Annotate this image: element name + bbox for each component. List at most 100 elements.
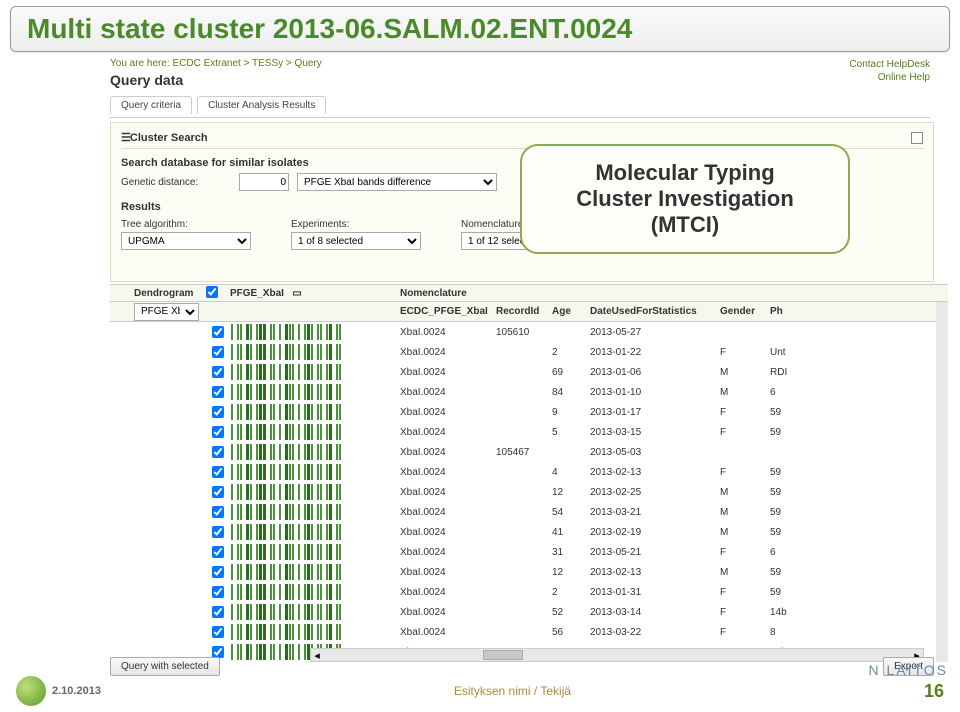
footer-page: 16 <box>924 681 944 702</box>
cell-gender: F <box>720 467 770 478</box>
col-date: DateUsedForStatistics <box>590 306 720 317</box>
cell-age: 52 <box>552 607 590 618</box>
cell-age: 2 <box>552 587 590 598</box>
row-checkbox[interactable] <box>212 626 224 638</box>
table-row: XbaI.0024122013-02-25M59 <box>110 482 936 502</box>
cell-ecdc: XbaI.0024 <box>400 387 496 398</box>
col-age: Age <box>552 306 590 317</box>
footer-date: 2.10.2013 <box>16 676 101 706</box>
cell-ph: 6 <box>770 547 804 558</box>
row-checkbox[interactable] <box>212 446 224 458</box>
cell-ecdc: XbaI.0024 <box>400 627 496 638</box>
cell-date: 2013-03-21 <box>590 507 720 518</box>
query-with-selected-button[interactable]: Query with selected <box>110 657 220 676</box>
callout-line1: Molecular Typing <box>595 160 774 186</box>
row-checkbox[interactable] <box>212 546 224 558</box>
cell-age: 31 <box>552 547 590 558</box>
table-row: XbaI.0024692013-01-06MRDI <box>110 362 936 382</box>
grid-header: Dendrogram PFGE_XbaI ▭ Nomenclature <box>110 284 948 302</box>
row-checkbox[interactable] <box>212 566 224 578</box>
row-checkbox[interactable] <box>212 526 224 538</box>
row-checkbox[interactable] <box>212 586 224 598</box>
experiments-select[interactable]: 1 of 8 selected <box>291 232 421 250</box>
toggle-all-checkbox[interactable] <box>206 286 218 298</box>
cell-gender: F <box>720 347 770 358</box>
row-checkbox[interactable] <box>212 426 224 438</box>
cell-date: 2013-01-31 <box>590 587 720 598</box>
genetic-distance-method-select[interactable]: PFGE XbaI bands difference <box>297 173 497 191</box>
cell-gender: M <box>720 527 770 538</box>
cell-ecdc: XbaI.0024 <box>400 567 496 578</box>
contact-helpdesk-link[interactable]: Contact HelpDesk <box>849 58 930 71</box>
cell-date: 2013-05-21 <box>590 547 720 558</box>
cell-ecdc: XbaI.0024 <box>400 547 496 558</box>
col-dendrogram: Dendrogram <box>134 288 206 299</box>
cell-age: 5 <box>552 427 590 438</box>
pfge-barcode <box>230 444 400 460</box>
dendrogram-select[interactable]: PFGE XbaI <box>134 303 199 321</box>
col-gender: Gender <box>720 306 770 317</box>
table-row: XbaI.002452013-03-15F59 <box>110 422 936 442</box>
tree-algorithm-select[interactable]: UPGMA <box>121 232 251 250</box>
cell-date: 2013-01-10 <box>590 387 720 398</box>
table-row: XbaI.00241054672013-05-03 <box>110 442 936 462</box>
row-checkbox[interactable] <box>212 386 224 398</box>
cell-age: 54 <box>552 507 590 518</box>
cell-ecdc: XbaI.0024 <box>400 467 496 478</box>
tab-cluster-results[interactable]: Cluster Analysis Results <box>197 96 326 114</box>
cell-gender: M <box>720 367 770 378</box>
cell-date: 2013-02-13 <box>590 467 720 478</box>
table-row: XbaI.002422013-01-31F59 <box>110 582 936 602</box>
cell-ph: 59 <box>770 587 804 598</box>
cell-ph: 6 <box>770 387 804 398</box>
table-row: XbaI.0024842013-01-10M6 <box>110 382 936 402</box>
cell-ph: RDI <box>770 367 804 378</box>
cell-date: 2013-03-14 <box>590 607 720 618</box>
cell-age: 69 <box>552 367 590 378</box>
cell-ecdc: XbaI.0024 <box>400 347 496 358</box>
row-checkbox[interactable] <box>212 366 224 378</box>
row-checkbox[interactable] <box>212 506 224 518</box>
tree-algorithm-label: Tree algorithm: <box>121 219 231 230</box>
cell-gender: F <box>720 547 770 558</box>
row-checkbox[interactable] <box>212 466 224 478</box>
cell-gender: M <box>720 567 770 578</box>
cell-gender: F <box>720 607 770 618</box>
row-checkbox[interactable] <box>212 606 224 618</box>
pfge-barcode <box>230 604 400 620</box>
cell-gender: F <box>720 427 770 438</box>
table-row: XbaI.0024122013-02-13M59 <box>110 562 936 582</box>
callout-line3: (MTCI) <box>651 212 719 238</box>
genetic-distance-input[interactable] <box>239 173 289 191</box>
breadcrumb-row: You are here: ECDC Extranet > TESSy > Qu… <box>110 58 930 84</box>
cell-ph: 14b <box>770 607 804 618</box>
row-checkbox[interactable] <box>212 406 224 418</box>
table-row: XbaI.0024542013-03-21M59 <box>110 502 936 522</box>
cell-age: 84 <box>552 387 590 398</box>
cell-ph: Unt <box>770 347 804 358</box>
cell-ecdc: XbaI.0024 <box>400 607 496 618</box>
col-record: RecordId <box>496 306 552 317</box>
pfge-barcode <box>230 364 400 380</box>
cell-ph: 59 <box>770 507 804 518</box>
cell-age: 56 <box>552 627 590 638</box>
pfge-barcode <box>230 524 400 540</box>
row-checkbox[interactable] <box>212 346 224 358</box>
row-checkbox[interactable] <box>212 326 224 338</box>
col-ph: Ph <box>770 306 804 317</box>
pfge-barcode <box>230 564 400 580</box>
cell-age: 9 <box>552 407 590 418</box>
table-row: XbaI.0024562013-03-22F8 <box>110 622 936 642</box>
online-help-link[interactable]: Online Help <box>849 71 930 84</box>
cell-ecdc: XbaI.0024 <box>400 587 496 598</box>
collapse-icon[interactable] <box>911 132 923 144</box>
cell-date: 2013-03-22 <box>590 627 720 638</box>
cell-ph: 8 <box>770 627 804 638</box>
row-checkbox[interactable] <box>212 486 224 498</box>
table-row: XbaI.0024 522013-03-14F14b <box>110 602 936 622</box>
tab-query-criteria[interactable]: Query criteria <box>110 96 192 114</box>
cell-ph: 59 <box>770 427 804 438</box>
pfge-barcode <box>230 424 400 440</box>
pfge-barcode <box>230 384 400 400</box>
cell-ecdc: XbaI.0024 <box>400 487 496 498</box>
